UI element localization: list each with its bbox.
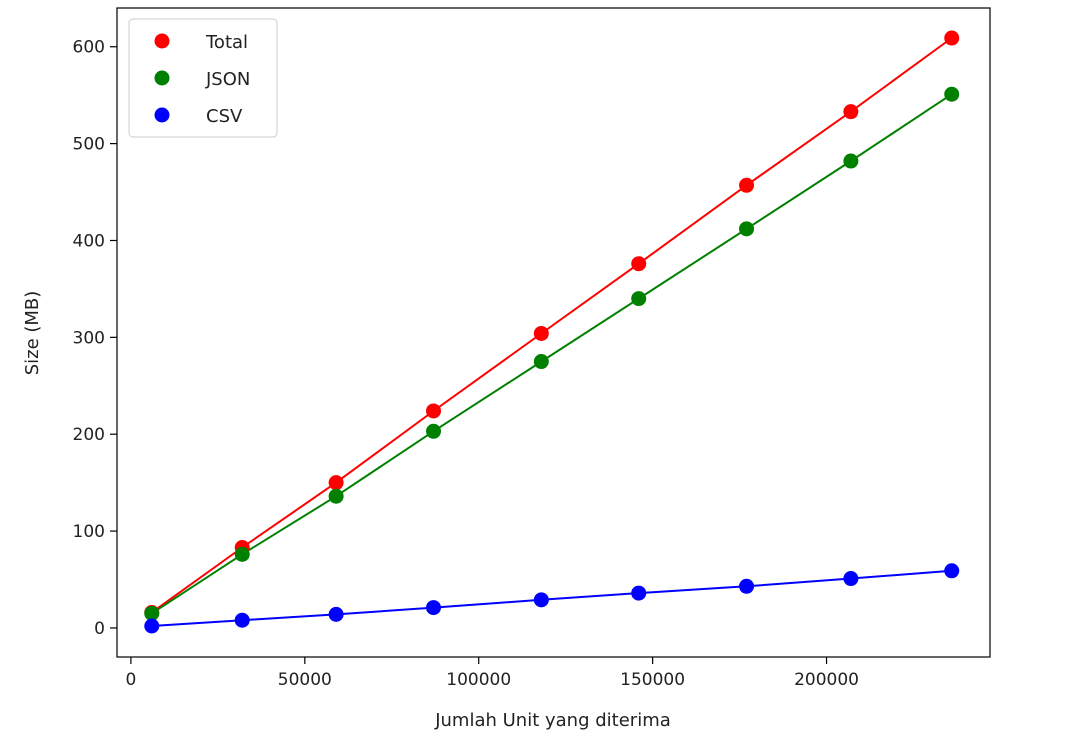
y-tick-label: 500: [73, 135, 105, 155]
y-axis-label: Size (MB): [22, 291, 43, 376]
y-tick-label: 100: [73, 522, 105, 542]
legend: Total JSON CSV: [128, 18, 278, 138]
point-json: [533, 354, 549, 370]
point-total: [631, 256, 647, 272]
legend-marker-csv: [154, 107, 170, 123]
point-csv: [144, 618, 160, 634]
point-json: [328, 488, 344, 504]
point-json: [843, 153, 859, 169]
point-json: [944, 86, 960, 102]
point-csv: [631, 585, 647, 601]
legend-label-csv: CSV: [206, 106, 243, 127]
x-tick-label: 200000: [794, 670, 859, 690]
legend-marker-total: [154, 33, 170, 49]
y-tick-label: 400: [73, 231, 105, 251]
point-csv: [944, 563, 960, 579]
point-total: [843, 104, 859, 120]
point-total: [533, 325, 549, 341]
legend-label-total: Total: [205, 32, 248, 53]
point-csv: [739, 578, 755, 594]
point-csv: [533, 592, 549, 608]
point-json: [631, 291, 647, 307]
x-tick-label: 150000: [620, 670, 685, 690]
point-csv: [426, 600, 442, 616]
x-axis: 0 50000 100000 150000 200000: [125, 657, 859, 690]
point-total: [328, 475, 344, 491]
x-tick-label: 0: [125, 670, 136, 690]
legend-box: [128, 18, 278, 138]
point-csv: [843, 571, 859, 587]
point-total: [739, 177, 755, 193]
y-tick-label: 600: [73, 38, 105, 58]
legend-label-json: JSON: [205, 69, 250, 90]
point-json: [739, 221, 755, 237]
y-tick-label: 300: [73, 328, 105, 348]
data-points: [144, 30, 960, 634]
x-tick-label: 50000: [278, 670, 332, 690]
point-csv: [328, 606, 344, 622]
point-total: [944, 30, 960, 46]
legend-marker-json: [154, 70, 170, 86]
x-tick-label: 100000: [446, 670, 511, 690]
x-axis-label: Jumlah Unit yang diterima: [434, 710, 671, 731]
y-tick-label: 0: [94, 619, 105, 639]
y-tick-label: 200: [73, 425, 105, 445]
y-axis: 0 100 200 300 400 500 600: [73, 38, 117, 639]
point-total: [426, 403, 442, 419]
point-json: [234, 546, 250, 562]
point-csv: [234, 612, 250, 628]
point-json: [426, 423, 442, 439]
point-json: [144, 605, 160, 621]
